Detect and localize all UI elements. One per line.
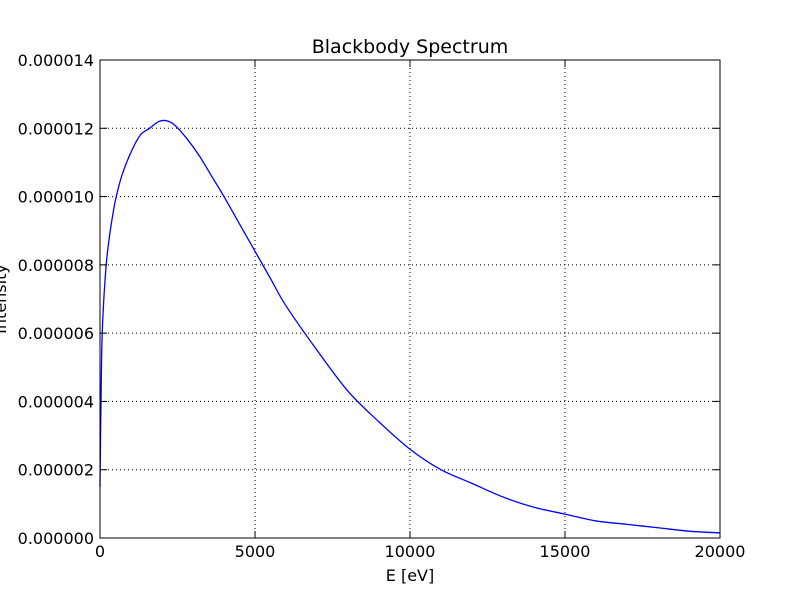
x-tick-label: 15000 (540, 542, 591, 561)
tick-layer: 0 5000 10000 15000 20000 0.000000 0.000002 0.00… (18, 51, 746, 561)
y-tick-label: 0.000002 (18, 461, 94, 480)
y-tick-label: 0.000006 (18, 324, 94, 343)
chart-title: Blackbody Spectrum (312, 36, 509, 58)
y-axis-label: Intensity (0, 264, 10, 334)
y-tick-label: 0.000004 (18, 392, 94, 411)
x-tick-label: 10000 (385, 542, 436, 561)
x-axis-label: E [eV] (386, 566, 434, 585)
y-tick-label: 0.000014 (18, 51, 94, 70)
y-tick-label: 0.000010 (18, 188, 94, 207)
series-line-0 (99, 119, 721, 534)
x-tick-label: 20000 (695, 542, 746, 561)
y-tick-label: 0.000000 (18, 529, 94, 548)
y-tick-label: 0.000008 (18, 256, 94, 275)
grid-layer (100, 60, 720, 538)
curve-layer (99, 119, 721, 534)
y-tick-label: 0.000012 (18, 119, 94, 138)
x-tick-label: 5000 (235, 542, 276, 561)
x-tick-label: 0 (95, 542, 105, 561)
